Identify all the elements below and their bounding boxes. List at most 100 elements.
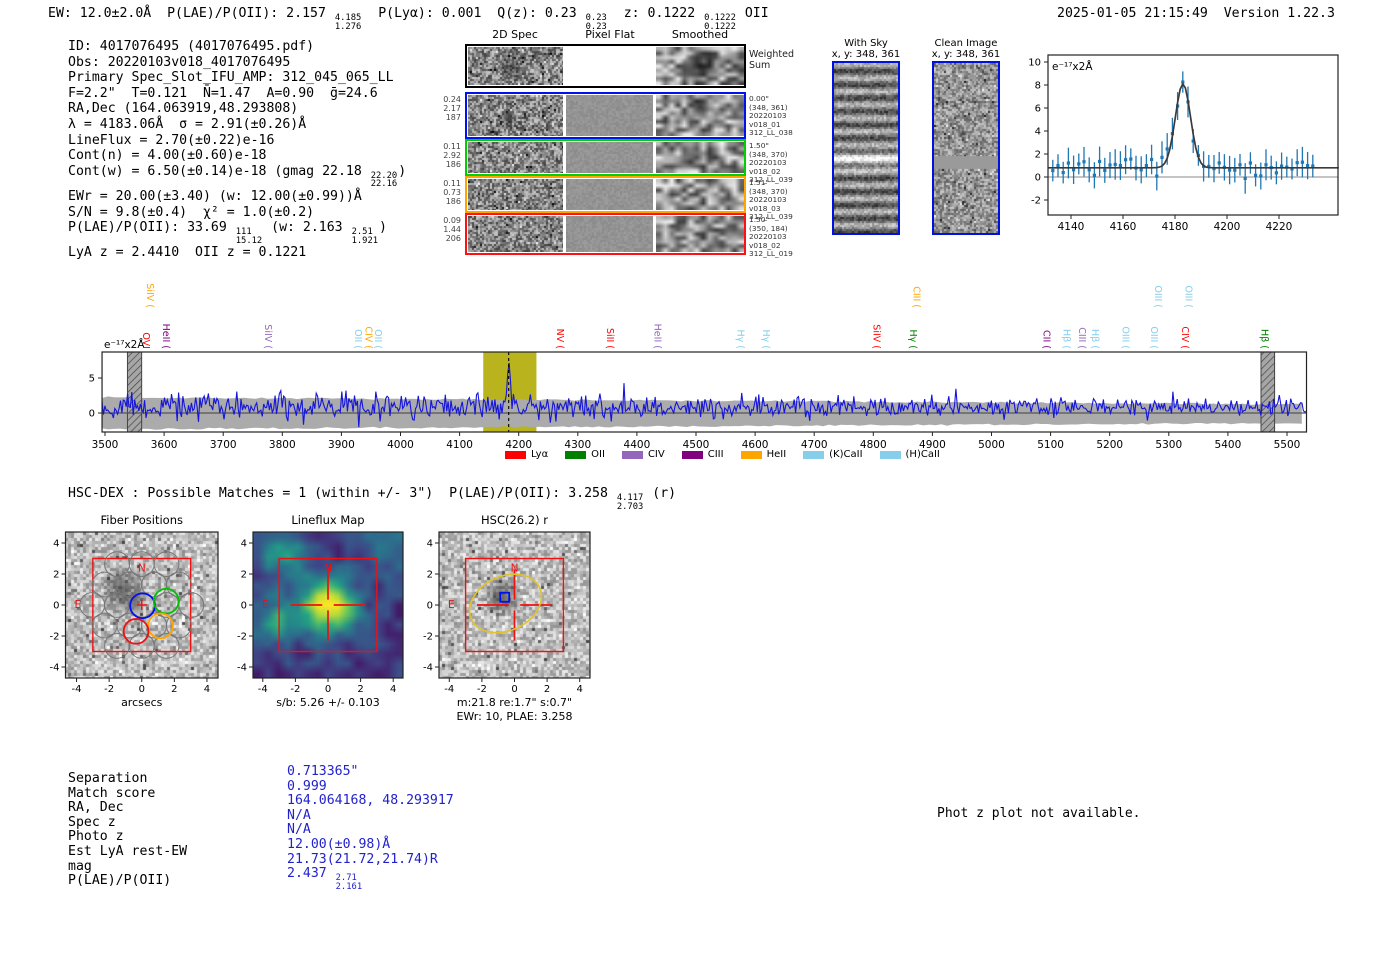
fit-datapoint [1233,168,1237,172]
fit-datapoint [1118,163,1122,168]
fit-datapoint [1290,167,1294,171]
fit-datapoint [1165,147,1169,151]
spectrum-x-tick-label: 4600 [742,439,769,451]
line-id-label: SiIV ( [144,283,155,308]
sky-panel-title: With Sky [844,38,888,49]
text-segment: 0.713365" [287,764,359,779]
match-table-row: P(LAE)/P(OII) 2.437 2.71 2.161 [68,866,454,891]
crosshair [290,569,366,641]
text-segment: P(Lyα): 0.001 Q(z): 0.23 [362,6,585,21]
stacked-fraction: 22.20 22.16 [370,170,398,190]
spec2d-annotation: 1.51" [749,178,769,187]
legend-label: OII [591,449,605,460]
match-table-label: Match score [68,785,156,801]
cutout-x-tick-label: 2 [544,684,550,695]
info-line: Primary Spec_Slot_IFU_AMP: 312_045_065_L… [68,70,406,86]
cutout-xlabel: m:21.8 re:1.7" s:0.7" [457,696,572,709]
hsc-dex-header: HSC-DEX : Possible Matches = 1 (within +… [68,486,676,511]
info-line: Cont(n) = 4.00(±0.60)e-18 [68,148,406,164]
legend-item: (H)CaII [879,449,940,460]
spec2d-left-value: 186 [445,160,461,169]
text-segment: ) [379,220,387,236]
cutout-x-tick-label: -2 [290,684,300,695]
source-ellipse [468,573,543,634]
detection-info-block: ID: 4017076495 (4017076495.pdf) Obs: 2022… [68,39,406,261]
legend-swatch [803,450,825,459]
cutout-x-tick-label: -2 [477,684,487,695]
text-segment: EWr = 20.00(±3.40) (w: 12.00(±0.99))Å [68,188,362,204]
fit-datapoint [1129,157,1133,161]
text-segment: HSC-DEX : Possible Matches = 1 (within +… [68,486,616,501]
fit-x-tick-label: 4220 [1266,221,1293,233]
catalog-position-box [499,591,511,603]
cutout-x-tick-label: 0 [511,684,517,695]
text-segment: Primary Spec_Slot_IFU_AMP: 312_045_065_L… [68,70,394,86]
spec2d-row-border-exposure-1 [465,92,746,139]
spec2d-row-border-exposure-4 [465,213,746,255]
text-segment: 164.064168, 48.293917 [287,793,454,809]
spec2d-annotation: v018_01 [749,119,781,129]
spec2d-annotation: 312_LL_038 [749,128,793,138]
spectrum-inset-label: e⁻¹⁷x2Å [104,338,145,351]
text-segment: P(LAE)/P(OII): 33.69 [68,220,235,236]
fit-datapoint [1051,168,1055,173]
gaussian-fit-curve [1047,82,1339,169]
text-segment: LyA z = 2.4410 OII z = 0.1221 [68,245,307,261]
spectrum-x-tick-label: 5500 [1274,439,1301,451]
sky-panel-border [932,61,1000,235]
fit-x-tick-label: 4180 [1162,221,1189,233]
text-segment: 0.999 [287,778,327,794]
cutout-x-tick-label: -2 [104,684,114,695]
text-segment: N/A [287,807,311,823]
line-id-label: Hγ ( [760,330,771,350]
fit-datapoint [1311,164,1315,168]
line-id-label: CIII ( [1076,327,1087,349]
text-segment: EW: 12.0±2.0Å P(LAE)/P(OII): 2.157 [48,6,334,21]
cutout-x-tick-label: 2 [357,684,363,695]
compass-north-label: N [324,563,332,575]
cutout-y-tick-label: 2 [427,570,433,581]
match-table-row: Match score 0.999 [68,778,454,801]
line-id-label: CIV ( [363,326,374,349]
cutout-y-tick-label: 0 [427,601,433,612]
compass-north-label: N [138,563,146,575]
cutout-y-tick-label: 4 [427,539,433,550]
spec2d-annotation: 312_LL_039 [749,175,793,185]
text-segment: Obs: 20220103v018_4017076495 [68,54,291,70]
header-stats: EW: 12.0±2.0Å P(LAE)/P(OII): 2.157 4.185… [48,6,769,31]
fit-datapoint [1144,163,1148,168]
info-line: P(LAE)/P(OII): 33.69 111 15.12 (w: 2.163 … [68,220,406,245]
spec2d-annotation: v018_03 [749,203,781,213]
weighted-sum-label: Weighted [749,49,794,60]
stacked-fraction: 4.185 1.276 [334,13,362,32]
line-id-label: Hγ ( [734,330,745,350]
legend-swatch [879,450,901,459]
cutout-xlabel: s/b: 5.26 +/- 0.103 [276,696,380,709]
text-segment: (r) [644,486,677,501]
text-segment: LineFlux = 2.70(±0.22)e-16 [68,132,275,148]
cutout-y-tick-label: -2 [237,632,247,643]
line-id-label: CIII ( [910,286,921,308]
spectrum-x-tick-label: 4200 [505,439,532,451]
fit-x-tick-label: 4140 [1058,221,1085,233]
spec2d-annotation: 20220103 [749,158,787,168]
fit-datapoint [1160,155,1164,159]
fit-datapoint [1264,163,1268,167]
cutout-title: Fiber Positions [101,513,184,527]
line-id-label: Hβ ( [1061,329,1072,349]
fiber-circle [178,592,205,618]
catalog-match-table: Separation 0.713365" Match score 0.999 RA, D… [68,764,454,891]
spectrum-x-tick-label: 3500 [92,439,119,451]
spectrum-legend: Lyα OII CIV CIII HeII (K)CaII (H)CaII [505,449,957,460]
line-id-label: Hβ ( [1089,329,1100,349]
extraction-box [464,557,565,653]
spectrum-x-tick-label: 4400 [624,439,651,451]
spectrum-x-tick-label: 4500 [683,439,710,451]
compass-north-label: N [511,563,519,575]
spectrum-x-tick-label: 4800 [860,439,887,451]
sky-panel-title: Clean Image [934,38,998,49]
pixel-flat-image [566,179,653,210]
fit-datapoint [1217,161,1221,165]
fit-inset-label: e⁻¹⁷x2Å [1052,60,1093,73]
text-segment: 2.437 [287,866,335,882]
